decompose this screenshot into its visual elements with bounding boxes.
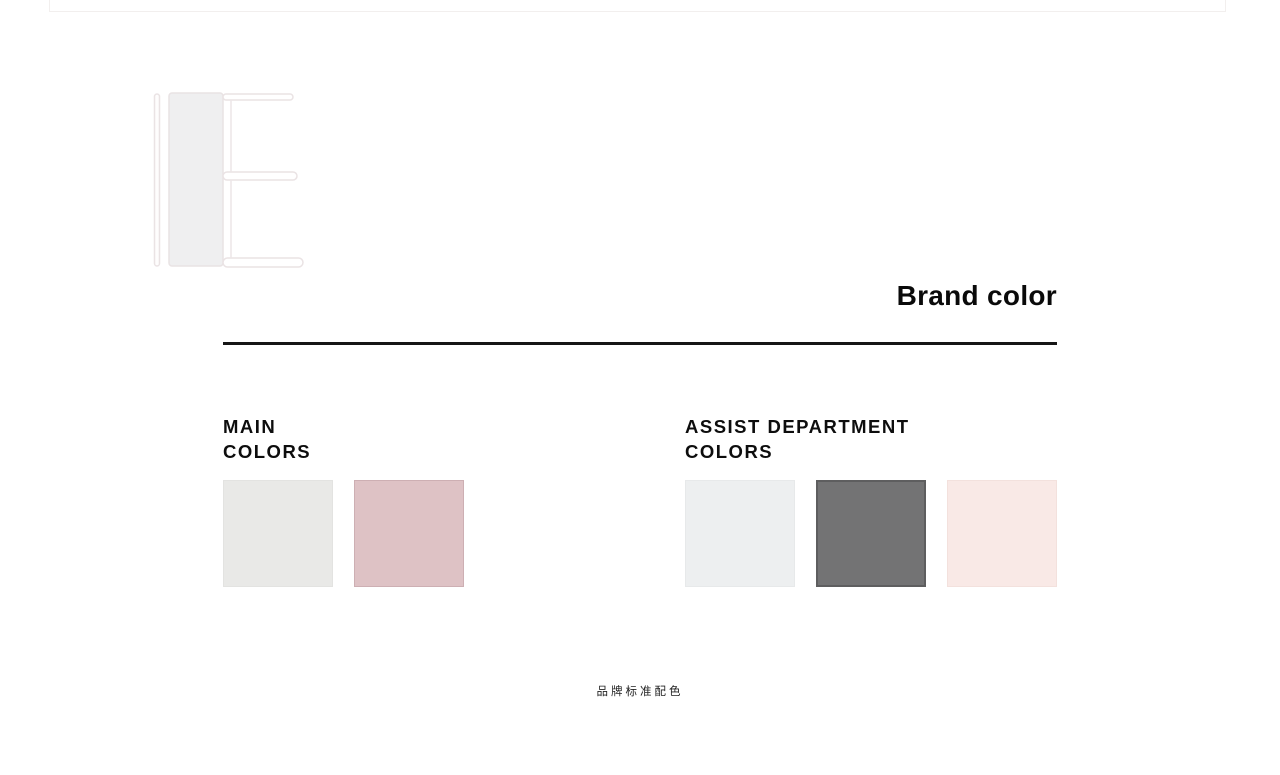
- color-swatch-warm-light-gray: [223, 480, 333, 587]
- section-heading: MAIN COLORS: [223, 414, 464, 464]
- watermark-e-stem: [168, 92, 224, 267]
- swatch-row: [223, 480, 464, 587]
- color-swatch-dusty-pink: [354, 480, 464, 587]
- letter-e-watermark-logo: [153, 92, 304, 268]
- section-heading-line: COLORS: [685, 441, 774, 462]
- previous-slide-edge: [49, 0, 1226, 12]
- watermark-e-middle-arm: [222, 171, 298, 181]
- section-heading-line: ASSIST DEPARTMENT: [685, 416, 910, 437]
- section-heading-line: MAIN: [223, 416, 277, 437]
- watermark-left-bar: [153, 93, 161, 267]
- title-divider-rule: [223, 342, 1057, 345]
- color-swatch-dark-gray: [816, 480, 926, 587]
- section-assist-department-colors: ASSIST DEPARTMENT COLORS: [685, 414, 1057, 587]
- watermark-e-bottom-arm: [222, 257, 304, 268]
- swatch-row: [685, 480, 1057, 587]
- color-swatch-pale-pink: [947, 480, 1057, 587]
- footer-caption: 品牌标准配色: [596, 686, 684, 698]
- watermark-e-top-arm: [222, 93, 294, 101]
- section-main-colors: MAIN COLORS: [223, 414, 464, 587]
- section-heading: ASSIST DEPARTMENT COLORS: [685, 414, 1057, 464]
- section-heading-line: COLORS: [223, 441, 312, 462]
- title-row: Brand color: [223, 281, 1057, 311]
- color-swatch-cool-light-gray: [685, 480, 795, 587]
- page-title: Brand color: [896, 280, 1057, 311]
